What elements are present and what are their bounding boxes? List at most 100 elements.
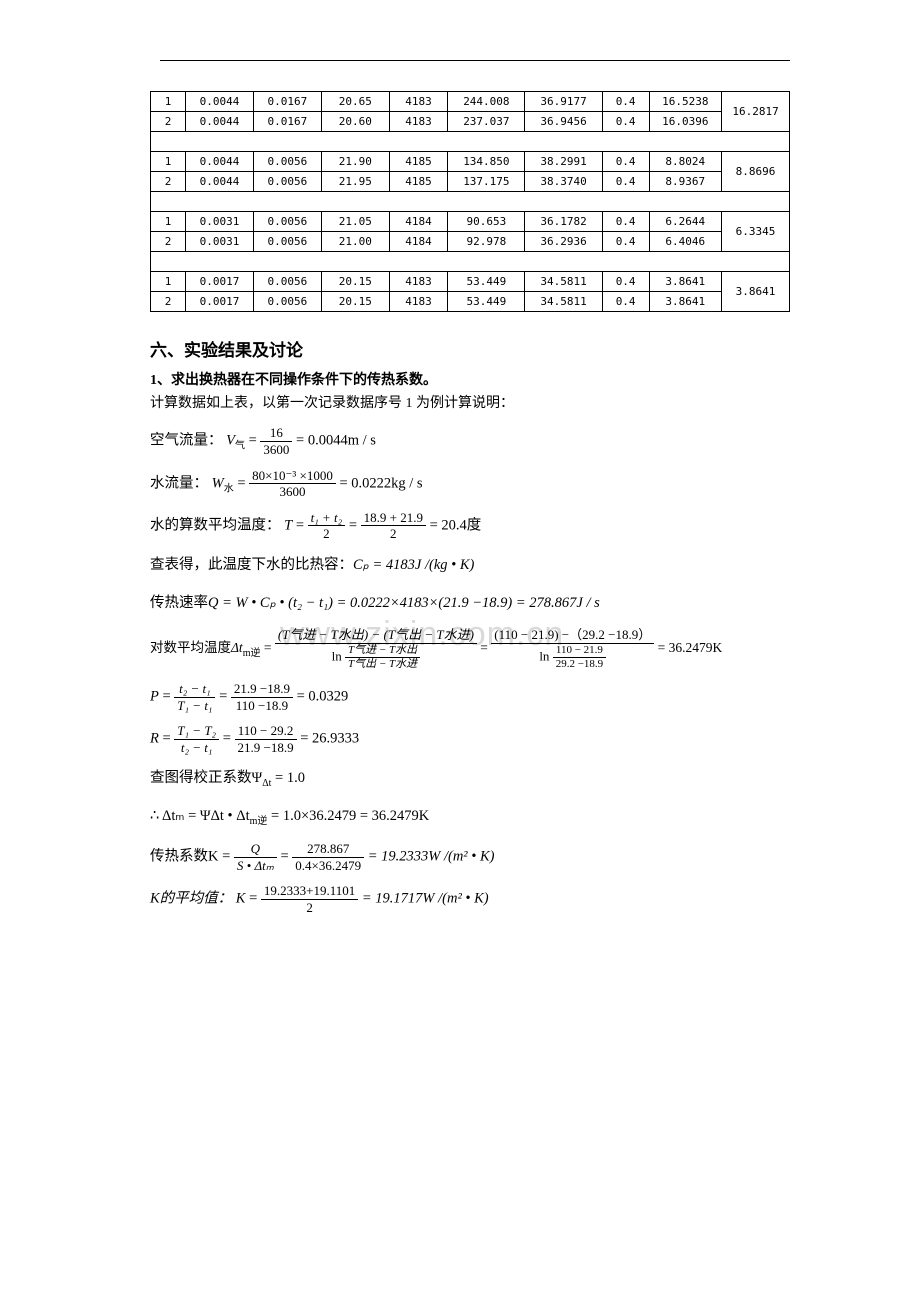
table-cell: 0.4 <box>602 172 649 192</box>
table-cell: 0.0017 <box>186 292 254 312</box>
formula-avg-temp: 水的算数平均温度： T = t₁ + t₂2 = 18.9 + 21.92 = … <box>150 510 800 542</box>
table-row: 10.00170.005620.15418353.44934.58110.43.… <box>151 272 790 292</box>
section-title: 六、实验结果及讨论 <box>150 336 800 361</box>
table-cell: 0.0056 <box>253 212 321 232</box>
table-cell: 4183 <box>389 112 448 132</box>
table-cell: 4184 <box>389 212 448 232</box>
table-cell: 2 <box>151 232 186 252</box>
table-cell: 6.4046 <box>649 232 722 252</box>
table-spacer-row <box>151 252 790 272</box>
table-cell: 0.0031 <box>186 232 254 252</box>
table-row: 20.00440.016720.604183237.03736.94560.41… <box>151 112 790 132</box>
table-cell: 0.0044 <box>186 172 254 192</box>
table-spacer-row <box>151 132 790 152</box>
table-cell: 38.2991 <box>525 152 602 172</box>
table-cell: 34.5811 <box>525 292 602 312</box>
formula-p: P = t₂ − t₁T₁ − t₁ = 21.9 −18.9110 −18.9… <box>150 681 800 713</box>
formula-psi: 查图得校正系数ΨΔt = 1.0 <box>150 765 800 793</box>
table-cell-avg: 8.8696 <box>722 152 790 192</box>
table-cell: 16.5238 <box>649 92 722 112</box>
table-cell: 0.0056 <box>253 172 321 192</box>
formula-water-flow: 水流量： W水 = 80×10⁻³ ×10003600 = 0.0222kg /… <box>150 468 800 500</box>
table-cell: 21.90 <box>321 152 389 172</box>
formula-r: R = T₁ − T₂t₂ − t₁ = 110 − 29.221.9 −18.… <box>150 723 800 755</box>
data-table: 10.00440.016720.654183244.00836.91770.41… <box>150 91 790 312</box>
table-cell: 16.0396 <box>649 112 722 132</box>
formula-cp: 查表得，此温度下水的比热容：Cₚ = 4183J /(kg • K) <box>150 552 800 580</box>
formula-air-flow: 空气流量： V气 = 163600 = 0.0044m / s <box>150 425 800 457</box>
table-cell: 3.8641 <box>649 292 722 312</box>
table-row: 20.00170.005620.15418353.44934.58110.43.… <box>151 292 790 312</box>
formula-kavg: K的平均值： K = 19.2333+19.11012 = 19.1717W /… <box>150 883 800 915</box>
table-cell: 0.0017 <box>186 272 254 292</box>
table-cell: 38.3740 <box>525 172 602 192</box>
table-cell: 90.653 <box>448 212 525 232</box>
table-row: 10.00310.005621.05418490.65336.17820.46.… <box>151 212 790 232</box>
formula-therefore: ∴ Δtₘ = ΨΔt • Δtm逆 = 1.0×36.2479 = 36.24… <box>150 803 800 831</box>
table-cell: 0.0167 <box>253 92 321 112</box>
table-cell: 6.2644 <box>649 212 722 232</box>
table-cell: 20.65 <box>321 92 389 112</box>
table-cell: 0.0056 <box>253 272 321 292</box>
table-cell: 0.4 <box>602 152 649 172</box>
table-cell: 2 <box>151 172 186 192</box>
table-row: 20.00310.005621.00418492.97836.29360.46.… <box>151 232 790 252</box>
table-cell: 36.9456 <box>525 112 602 132</box>
table-cell: 20.60 <box>321 112 389 132</box>
table-row: 20.00440.005621.954185137.17538.37400.48… <box>151 172 790 192</box>
table-cell: 1 <box>151 152 186 172</box>
table-cell: 3.8641 <box>649 272 722 292</box>
table-cell: 21.95 <box>321 172 389 192</box>
table-cell: 4183 <box>389 292 448 312</box>
table-cell: 0.4 <box>602 92 649 112</box>
table-cell: 0.0056 <box>253 232 321 252</box>
content-wrapper: 10.00440.016720.654183244.00836.91770.41… <box>150 60 800 916</box>
table-cell: 2 <box>151 292 186 312</box>
table-cell: 244.008 <box>448 92 525 112</box>
table-cell: 0.0056 <box>253 152 321 172</box>
table-cell: 21.00 <box>321 232 389 252</box>
table-cell: 20.15 <box>321 272 389 292</box>
table-cell: 1 <box>151 92 186 112</box>
table-cell: 1 <box>151 272 186 292</box>
table-cell-avg: 3.8641 <box>722 272 790 312</box>
table-cell: 0.0044 <box>186 152 254 172</box>
table-cell: 0.4 <box>602 292 649 312</box>
table-cell: 8.8024 <box>649 152 722 172</box>
table-row: 10.00440.016720.654183244.00836.91770.41… <box>151 92 790 112</box>
table-cell: 0.0031 <box>186 212 254 232</box>
table-cell: 0.0056 <box>253 292 321 312</box>
formula-k: 传热系数K = QS • Δtₘ = 278.8670.4×36.2479 = … <box>150 841 800 873</box>
table-cell: 20.15 <box>321 292 389 312</box>
intro-text: 计算数据如上表，以第一次记录数据序号 1 为例计算说明： <box>150 393 800 415</box>
table-row: 10.00440.005621.904185134.85038.29910.48… <box>151 152 790 172</box>
table-cell: 0.4 <box>602 272 649 292</box>
table-cell: 4185 <box>389 152 448 172</box>
table-cell: 4184 <box>389 232 448 252</box>
formula-dtm: 对数平均温度Δtm逆 = (T气进 − T水出) − (T气出 − T水进) l… <box>150 627 800 671</box>
table-cell: 36.1782 <box>525 212 602 232</box>
table-cell-avg: 6.3345 <box>722 212 790 252</box>
section-subtitle: 1、求出换热器在不同操作条件下的传热系数。 <box>150 369 800 389</box>
table-cell: 53.449 <box>448 292 525 312</box>
table-cell: 2 <box>151 112 186 132</box>
table-cell: 0.4 <box>602 232 649 252</box>
table-cell: 4183 <box>389 92 448 112</box>
table-cell: 137.175 <box>448 172 525 192</box>
table-cell: 0.0167 <box>253 112 321 132</box>
table-cell: 36.2936 <box>525 232 602 252</box>
table-spacer-row <box>151 192 790 212</box>
table-cell: 134.850 <box>448 152 525 172</box>
formula-q: 传热速率Q = W • Cₚ • (t₂ − t₁) = 0.0222×4183… <box>150 590 800 618</box>
table-cell: 1 <box>151 212 186 232</box>
table-cell-avg: 16.2817 <box>722 92 790 132</box>
table-cell: 0.4 <box>602 212 649 232</box>
table-cell: 53.449 <box>448 272 525 292</box>
table-cell: 21.05 <box>321 212 389 232</box>
table-cell: 8.9367 <box>649 172 722 192</box>
table-cell: 4183 <box>389 272 448 292</box>
table-cell: 4185 <box>389 172 448 192</box>
table-cell: 0.0044 <box>186 112 254 132</box>
table-cell: 34.5811 <box>525 272 602 292</box>
table-cell: 0.4 <box>602 112 649 132</box>
